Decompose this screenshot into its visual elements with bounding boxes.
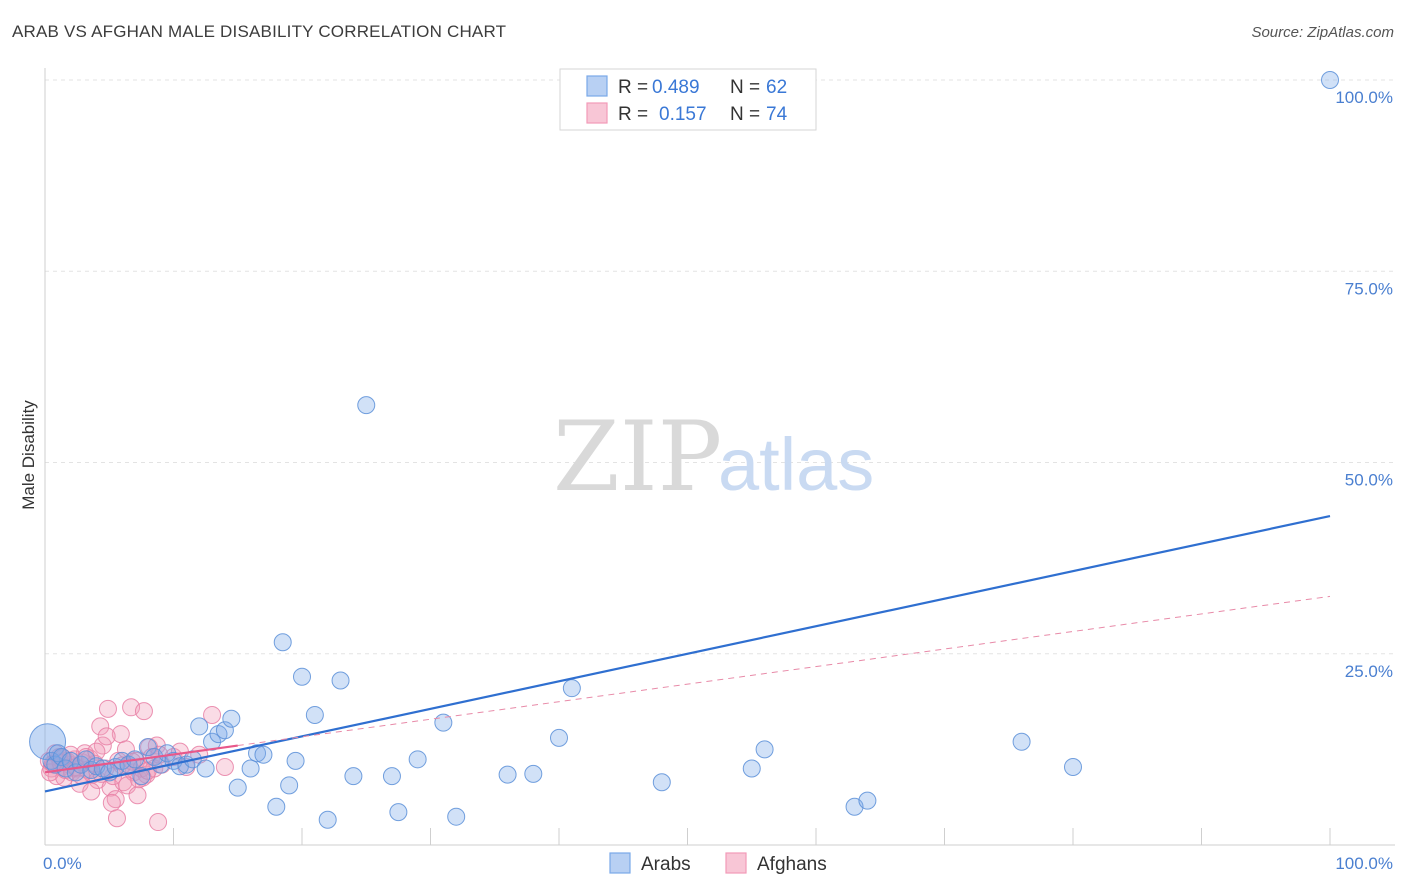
chart-title: ARAB VS AFGHAN MALE DISABILITY CORRELATI… [12,22,507,41]
point-afghans-53 [82,782,101,801]
y-tick-label-2: 75.0% [1345,279,1393,298]
point-afghans-37 [134,702,153,721]
point-arabs-56 [652,773,671,792]
point-arabs-52 [498,765,517,784]
watermark-atlas: atlas [718,423,874,506]
point-arabs-48 [389,803,408,822]
legend-arabs-n-label: N = [730,77,760,98]
point-afghans-70 [203,705,222,724]
x-tick-labels: 0.0% 100.0% [43,854,1393,873]
point-afghans-54 [87,742,106,761]
point-afghans-56 [97,727,116,746]
trend-lines [44,514,1331,793]
point-arabs-33 [228,778,247,797]
legend-arabs-r-value: 0.489 [652,77,700,98]
point-arabs-36 [254,745,273,764]
point-arabs-42 [305,705,324,724]
trend-afghans [44,744,238,774]
legend-arabs-key-label[interactable]: Arabs [641,854,691,875]
axes [44,68,1395,846]
legend-arabs-swatch [586,75,608,97]
x-tick-label-0: 0.0% [43,854,82,873]
point-arabs-4 [52,748,71,767]
point-arabs-31 [215,721,234,740]
x-tick-label-1: 100.0% [1335,854,1393,873]
point-afghans-62 [128,786,147,805]
point-arabs-9 [77,750,96,769]
point-arabs-38 [273,633,292,652]
point-afghans-57 [102,793,121,812]
y-axis-title: Male Disability [19,400,38,510]
point-arabs-55 [562,679,581,698]
legend-afghans-key-label[interactable]: Afghans [757,854,827,875]
legend-afghans-swatch [586,102,608,124]
point-arabs-2 [46,755,65,774]
y-tick-label-1: 50.0% [1345,471,1393,490]
point-arabs-60 [858,791,877,810]
legend-afghans-n-value: 74 [766,104,788,125]
point-arabs-49 [408,750,427,769]
legend-series[interactable]: Arabs Afghans [609,852,827,875]
point-arabs-43 [318,810,337,829]
legend-arabs-n-value: 62 [766,77,787,98]
point-afghans-71 [215,757,234,776]
point-arabs-63 [1321,71,1339,89]
point-arabs-39 [280,776,299,795]
point-arabs-44 [331,671,350,690]
grid-lines [45,79,1395,655]
point-arabs-58 [755,740,774,759]
trend-arabs [44,514,1331,793]
point-arabs-62 [1064,757,1082,776]
legend-afghans-key-swatch[interactable] [725,852,747,874]
y-tick-label-3: 100.0% [1335,88,1393,107]
point-arabs-27 [190,717,209,736]
point-arabs-37 [267,797,286,816]
point-arabs-61 [1012,732,1031,751]
point-arabs-46 [357,396,376,415]
point-arabs-34 [241,759,260,778]
point-afghans-65 [149,813,168,832]
watermark-zip: ZIP [553,401,722,513]
point-arabs-51 [447,807,466,826]
y-tick-labels: 25.0% 50.0% 75.0% 100.0% [1335,88,1393,681]
point-arabs-47 [382,767,401,786]
point-afghans-20 [91,717,110,736]
point-arabs-53 [524,764,543,783]
watermark: ZIP atlas [553,401,874,513]
point-arabs-57 [742,759,761,778]
trend-afghans-extension [237,595,1331,747]
point-afghans-23 [98,699,117,718]
point-arabs-41 [293,667,311,686]
legend-afghans-n-label: N = [730,104,760,125]
series-arabs-points [29,71,1339,829]
legend-arabs-r-label: R = [618,77,648,98]
point-arabs-19 [138,738,157,757]
legend-arabs-key-swatch[interactable] [609,852,631,874]
legend-afghans-r-value: 0.157 [659,104,707,125]
point-arabs-45 [344,767,363,786]
point-arabs-35 [248,744,267,763]
point-arabs-32 [222,709,241,728]
point-afghans-58 [107,809,126,828]
legend-stats: R = 0.489 N = 62 R = 0.157 N = 74 [559,68,817,131]
legend-afghans-r-label: R = [618,104,648,125]
point-arabs-54 [550,728,568,747]
point-arabs-40 [286,751,305,770]
point-arabs-28 [196,759,215,778]
source-label: Source: ZipAtlas.com [1251,24,1394,41]
y-tick-label-0: 25.0% [1345,662,1393,681]
